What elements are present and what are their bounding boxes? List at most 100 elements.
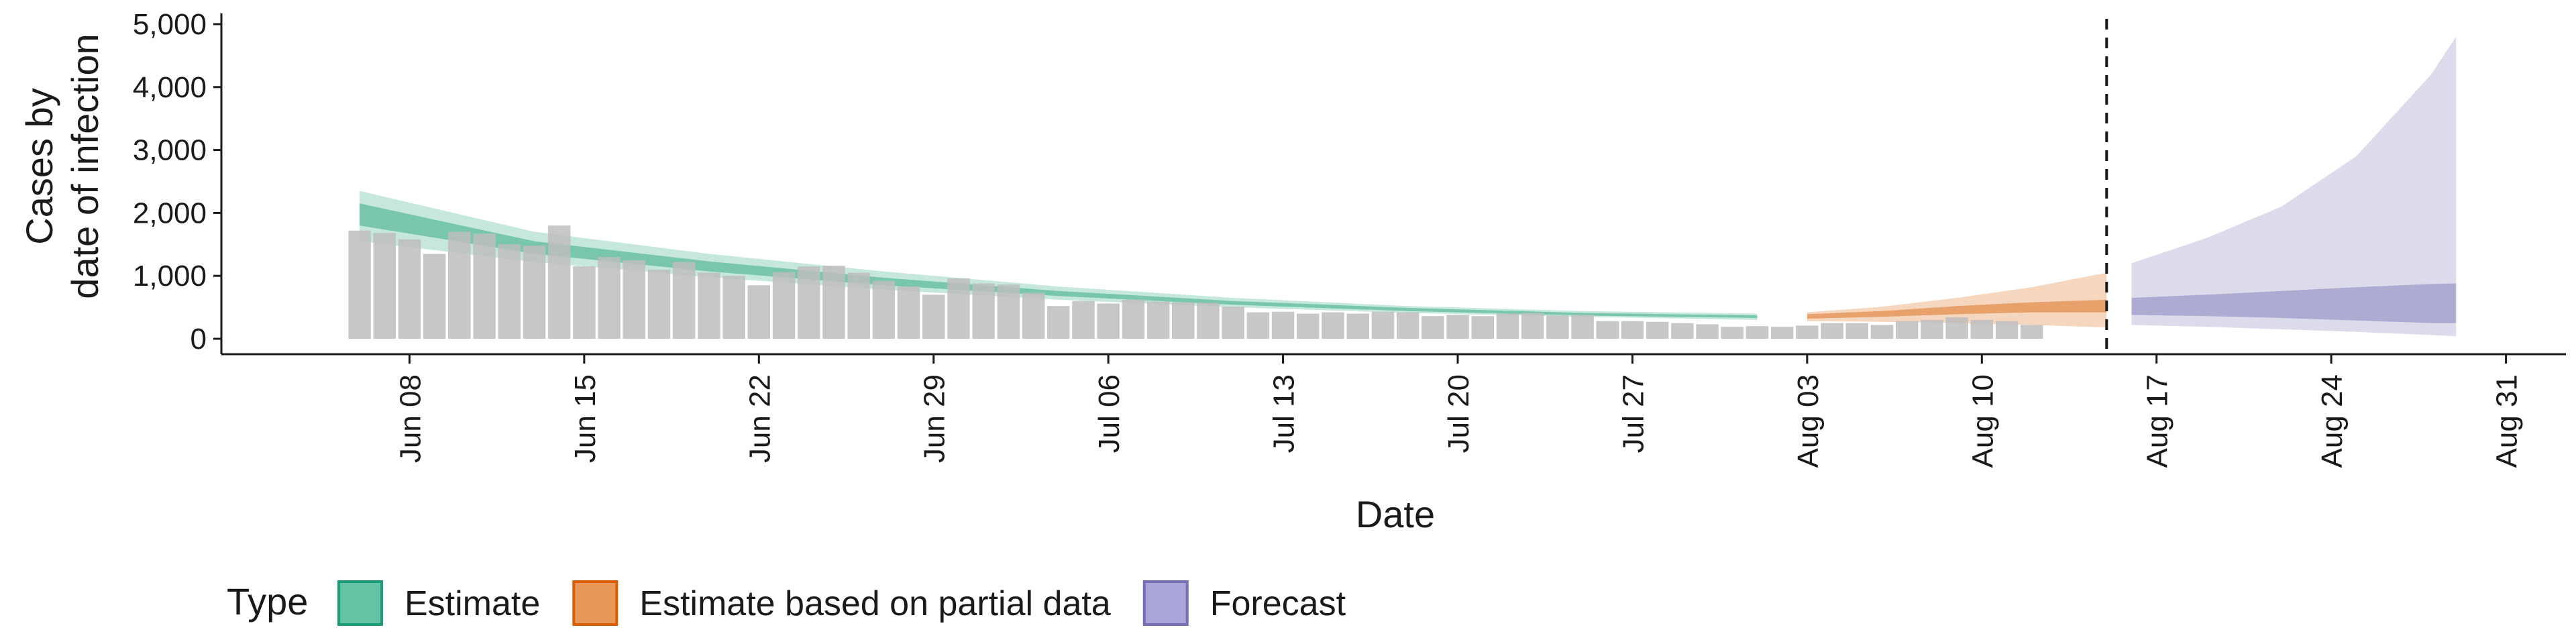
y-axis-title-line-1: Cases by xyxy=(18,88,60,244)
bar xyxy=(398,239,421,339)
bar xyxy=(547,225,571,339)
bar xyxy=(1945,317,1968,339)
bar xyxy=(997,284,1020,339)
y-tick-label: 5,000 xyxy=(133,8,207,41)
bar xyxy=(1621,321,1644,339)
bar xyxy=(1870,325,1894,339)
bar xyxy=(1546,315,1569,339)
x-tick-label: Aug 17 xyxy=(2141,374,2174,468)
bar xyxy=(1197,303,1220,339)
legend: Type Estimate Estimate based on partial d… xyxy=(227,580,1346,626)
bar xyxy=(1496,313,1519,339)
bar xyxy=(1471,316,1494,339)
bar xyxy=(798,266,820,339)
bar xyxy=(1796,325,1819,339)
bar xyxy=(1222,307,1244,339)
x-tick-label: Aug 24 xyxy=(2316,374,2349,468)
x-tick-label: Jun 15 xyxy=(569,374,602,463)
bar xyxy=(1571,315,1594,339)
x-tick-label: Jul 06 xyxy=(1093,374,1126,453)
legend-label: Estimate xyxy=(405,584,540,623)
bar xyxy=(1521,313,1544,339)
y-axis-title-line-2: date of infection xyxy=(64,34,106,299)
x-tick-label: Jun 29 xyxy=(918,374,951,463)
estimate-based-on-partial-data-band-50 xyxy=(1807,299,2107,319)
x-tick-label: Jun 08 xyxy=(394,374,427,463)
bar xyxy=(1696,324,1719,339)
x-tick-label: Jul 27 xyxy=(1617,374,1650,453)
bar xyxy=(1671,323,1694,339)
x-tick-label: Jul 13 xyxy=(1268,374,1301,453)
bar xyxy=(473,233,496,339)
y-tick-label: 4,000 xyxy=(133,71,207,104)
bar xyxy=(1446,315,1469,339)
bar xyxy=(1172,302,1195,339)
bar xyxy=(1022,292,1045,339)
x-tick-label: Aug 31 xyxy=(2491,374,2524,468)
bar xyxy=(947,278,970,339)
bar xyxy=(772,272,796,339)
bar xyxy=(822,266,845,339)
y-tick-label: 1,000 xyxy=(133,260,207,292)
bar xyxy=(897,286,920,339)
bar xyxy=(623,260,645,339)
bar xyxy=(698,272,720,339)
bar xyxy=(1770,327,1794,339)
y-axis: 0 1,000 2,000 3,000 4,000 5,000 xyxy=(133,8,221,356)
legend-swatch xyxy=(1142,580,1189,626)
bar xyxy=(2021,325,2043,339)
bar xyxy=(1322,312,1344,339)
bar xyxy=(1845,323,1868,339)
bar xyxy=(1146,301,1170,339)
bar xyxy=(1821,323,1843,339)
forecast-band-50 xyxy=(2131,283,2457,323)
bar xyxy=(1995,321,2019,339)
x-axis-title: Date xyxy=(1356,493,1435,535)
bar xyxy=(1396,312,1419,339)
bar xyxy=(1721,327,1743,339)
bar xyxy=(573,266,596,339)
bar xyxy=(1371,311,1395,339)
x-tick-label: Jun 22 xyxy=(743,374,776,463)
bar xyxy=(598,257,621,339)
bar xyxy=(972,283,995,339)
bar xyxy=(1970,319,1994,339)
x-tick-label: Jul 20 xyxy=(1442,374,1475,453)
bar xyxy=(747,285,770,339)
y-tick-label: 0 xyxy=(191,323,207,356)
x-tick-label: Aug 03 xyxy=(1792,374,1825,468)
forecast-band-90 xyxy=(2131,36,2457,337)
legend-swatch xyxy=(572,580,619,626)
bar xyxy=(1122,299,1145,339)
bar xyxy=(672,262,696,339)
bar xyxy=(373,233,396,339)
bar xyxy=(448,231,471,339)
axes xyxy=(220,13,2566,356)
y-tick-label: 2,000 xyxy=(133,197,207,229)
bar xyxy=(1646,321,1669,339)
bar xyxy=(498,244,521,339)
bar xyxy=(1047,306,1070,339)
bar xyxy=(1746,326,1769,339)
bar xyxy=(1271,311,1295,339)
estimate-based-on-partial-data-band-90 xyxy=(1807,272,2107,328)
bar xyxy=(1596,321,1619,339)
x-axis: Jun 08 Jun 15 Jun 22 Jun 29 Jul 06 Jul 13 Jul … xyxy=(394,354,2524,468)
bar xyxy=(722,276,745,339)
bar xyxy=(1921,319,1943,339)
bar xyxy=(1097,303,1120,339)
bar xyxy=(1297,313,1320,339)
bar xyxy=(523,246,546,339)
bar xyxy=(647,269,671,339)
legend-swatch xyxy=(337,580,383,626)
bar xyxy=(1072,301,1095,339)
bar xyxy=(348,230,371,339)
x-tick-label: Aug 10 xyxy=(1966,374,1999,468)
bar xyxy=(872,280,896,339)
bar xyxy=(1246,312,1270,339)
bar xyxy=(922,294,945,339)
legend-label: Forecast xyxy=(1210,584,1346,623)
bar xyxy=(423,254,446,339)
bar xyxy=(1421,316,1444,339)
